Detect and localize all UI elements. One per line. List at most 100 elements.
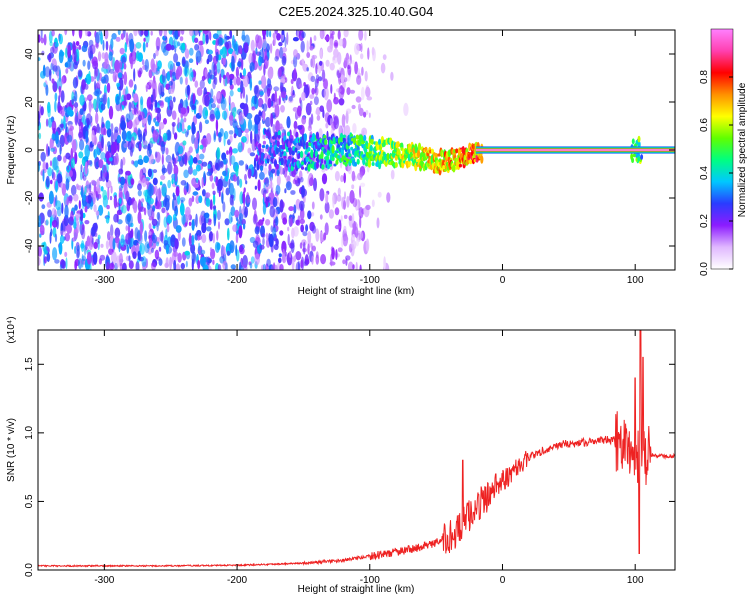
noise-cell bbox=[352, 197, 358, 208]
noise-cell bbox=[135, 42, 142, 49]
noise-cell bbox=[254, 226, 260, 235]
ridge-cell bbox=[275, 163, 279, 170]
noise-cell bbox=[86, 235, 91, 247]
noise-cell bbox=[300, 259, 304, 269]
noise-cell bbox=[221, 46, 228, 59]
noise-cell bbox=[234, 41, 239, 55]
noise-cell bbox=[119, 262, 123, 270]
ridge-cell bbox=[312, 133, 316, 142]
noise-cell bbox=[180, 262, 185, 270]
figure-title: C2E5.2024.325.10.40.G04 bbox=[279, 4, 434, 19]
noise-cell bbox=[358, 207, 364, 219]
noise-cell bbox=[221, 152, 227, 161]
noise-cell bbox=[148, 183, 154, 197]
noise-cell bbox=[119, 47, 125, 55]
noise-cell bbox=[137, 52, 143, 62]
noise-cell bbox=[299, 200, 305, 211]
noise-cell bbox=[297, 105, 302, 117]
noise-cell bbox=[222, 201, 226, 213]
noise-cell bbox=[227, 48, 234, 55]
noise-cell bbox=[172, 246, 178, 253]
noise-cell bbox=[137, 229, 141, 241]
noise-cell bbox=[179, 76, 183, 85]
noise-cell bbox=[71, 98, 75, 104]
snr-y-label: SNR (10 * v/v) bbox=[6, 418, 17, 482]
noise-cell bbox=[263, 167, 268, 175]
noise-cell bbox=[145, 177, 149, 186]
noise-cell bbox=[101, 67, 104, 72]
noise-cell bbox=[186, 182, 189, 193]
noise-cell bbox=[165, 36, 168, 44]
noise-cell bbox=[221, 191, 224, 204]
noise-cell bbox=[102, 189, 108, 201]
noise-cell bbox=[185, 260, 188, 268]
noise-cell bbox=[195, 50, 202, 63]
noise-cell bbox=[54, 92, 58, 102]
noise-cell bbox=[147, 114, 152, 126]
noise-cell bbox=[64, 251, 68, 257]
noise-cell bbox=[118, 240, 121, 253]
noise-cell bbox=[114, 227, 121, 238]
noise-cell bbox=[205, 198, 211, 207]
noise-cell bbox=[254, 94, 257, 105]
noise-cell bbox=[262, 110, 266, 122]
noise-cell bbox=[38, 246, 42, 257]
noise-cell bbox=[118, 176, 121, 183]
ridge-cell bbox=[337, 155, 341, 159]
noise-cell bbox=[247, 118, 253, 132]
noise-cell bbox=[49, 231, 52, 244]
noise-cell bbox=[358, 103, 361, 112]
noise-cell bbox=[52, 156, 59, 171]
noise-cell bbox=[218, 190, 221, 198]
noise-cell bbox=[75, 212, 81, 219]
noise-cell bbox=[229, 30, 233, 40]
noise-cell bbox=[226, 250, 231, 257]
noise-cell bbox=[223, 246, 226, 256]
noise-cell bbox=[150, 30, 153, 36]
noise-cell bbox=[69, 170, 73, 177]
noise-cell bbox=[334, 170, 340, 182]
noise-cell bbox=[292, 37, 299, 42]
noise-cell bbox=[244, 173, 247, 181]
noise-cell bbox=[194, 80, 199, 88]
ridge-cell bbox=[305, 141, 309, 150]
colorbar-tick-label: 0.0 bbox=[699, 262, 710, 276]
noise-cell bbox=[164, 262, 169, 269]
noise-cell bbox=[78, 151, 84, 159]
ridge-cell bbox=[394, 162, 398, 168]
noise-cell bbox=[153, 52, 156, 60]
noise-cell bbox=[258, 111, 263, 117]
noise-cell bbox=[301, 116, 307, 125]
noise-cell bbox=[307, 243, 310, 255]
noise-cell bbox=[112, 238, 116, 250]
noise-cell bbox=[120, 101, 123, 112]
noise-cell bbox=[98, 176, 103, 182]
ridge-cell bbox=[397, 149, 401, 156]
noise-cell bbox=[230, 155, 236, 165]
noise-cell bbox=[188, 221, 192, 226]
noise-cell bbox=[297, 125, 303, 130]
noise-cell bbox=[245, 163, 248, 172]
noise-cell bbox=[138, 158, 144, 166]
noise-cell bbox=[305, 102, 312, 116]
noise-cell bbox=[88, 70, 91, 80]
noise-cell bbox=[161, 164, 166, 176]
noise-cell bbox=[359, 185, 362, 198]
noise-cell bbox=[41, 50, 45, 56]
noise-cell bbox=[354, 42, 360, 55]
noise-cell bbox=[108, 51, 113, 61]
noise-cell bbox=[290, 216, 293, 227]
noise-cell bbox=[143, 30, 149, 37]
noise-cell bbox=[329, 62, 335, 71]
noise-cell bbox=[302, 241, 306, 255]
noise-cell bbox=[44, 66, 51, 78]
noise-cell bbox=[383, 256, 386, 270]
noise-cell bbox=[156, 188, 162, 202]
noise-cell bbox=[360, 53, 364, 60]
noise-cell bbox=[182, 140, 187, 146]
noise-cell bbox=[73, 215, 77, 230]
noise-cell bbox=[148, 69, 153, 79]
x-tick-label: -300 bbox=[94, 575, 114, 586]
y-tick-label: 0.5 bbox=[24, 494, 35, 508]
noise-cell bbox=[171, 110, 177, 120]
